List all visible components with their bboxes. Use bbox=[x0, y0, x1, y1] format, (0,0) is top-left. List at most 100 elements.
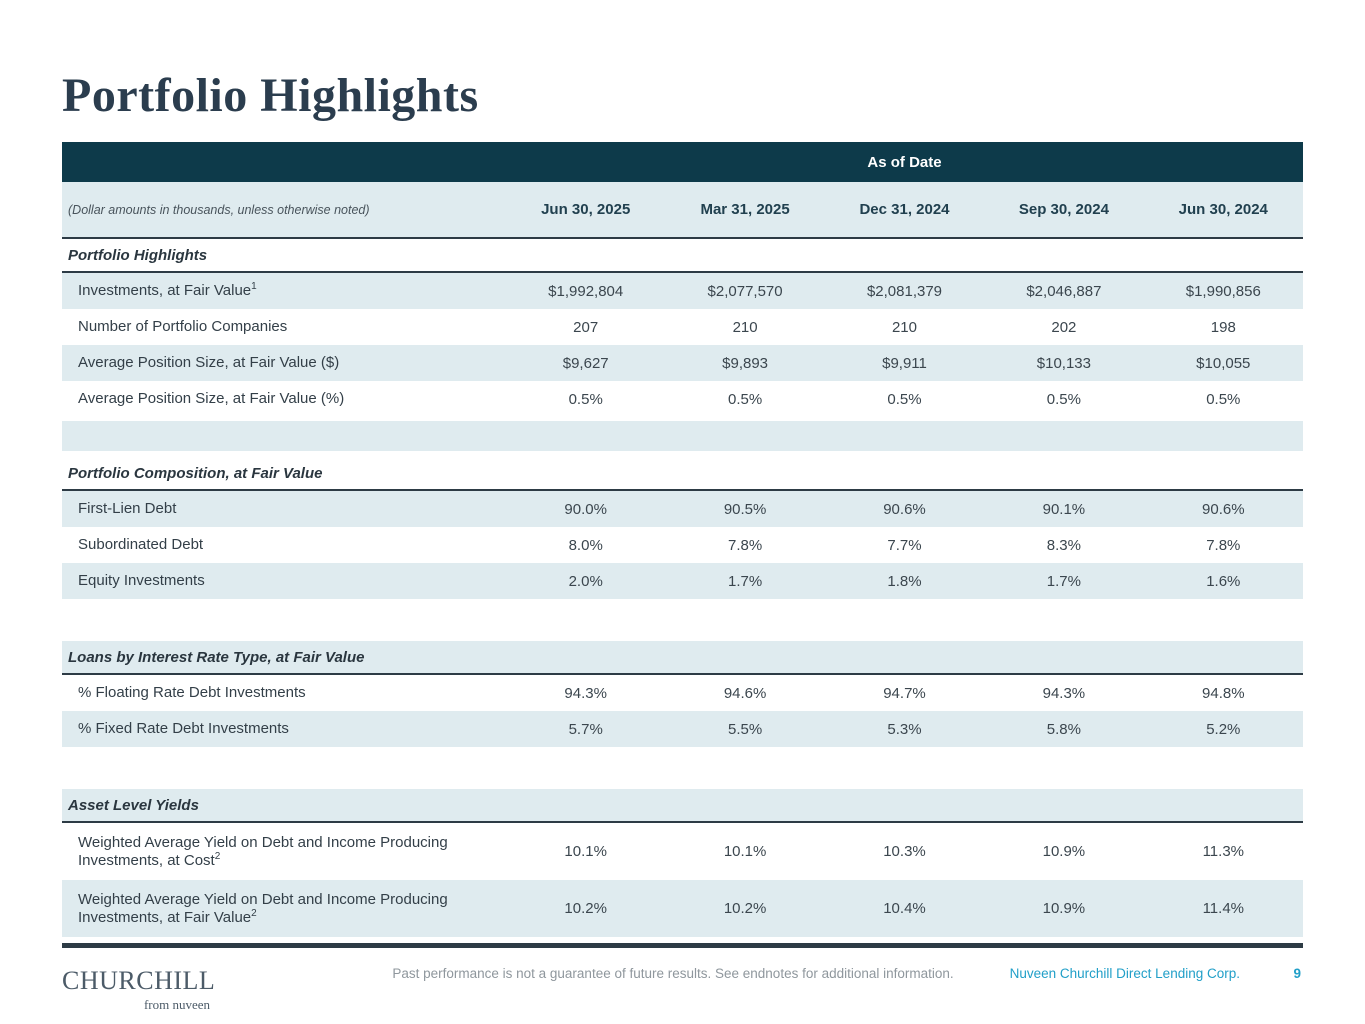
row-label: Average Position Size, at Fair Value ($) bbox=[78, 354, 340, 371]
cell-value: 11.3% bbox=[1202, 843, 1244, 860]
cell-value: 90.6% bbox=[1202, 500, 1245, 518]
section-gap bbox=[62, 747, 1303, 789]
cell-value: 7.8% bbox=[1206, 536, 1241, 554]
cell-value: 94.3% bbox=[1042, 684, 1086, 702]
cell-value: 8.3% bbox=[1046, 536, 1081, 554]
cell-value: 0.5% bbox=[1206, 390, 1241, 408]
table-row: Subordinated Debt 8.0% 7.8% 7.7% 8.3% 7.… bbox=[62, 527, 1303, 563]
spacer-row bbox=[62, 421, 1303, 451]
cell-value: 1.7% bbox=[1046, 572, 1081, 590]
cell-value: 10.9% bbox=[1042, 900, 1086, 917]
page-number: 9 bbox=[1293, 966, 1301, 981]
cell-value: 90.1% bbox=[1042, 500, 1086, 518]
table-row: % Floating Rate Debt Investments 94.3% 9… bbox=[62, 675, 1303, 711]
cell-value: 90.6% bbox=[883, 500, 926, 518]
cell-value: $9,627 bbox=[562, 354, 609, 372]
row-label: % Fixed Rate Debt Investments bbox=[78, 720, 289, 737]
table-banner: As of Date bbox=[62, 142, 1303, 182]
table-row: First-Lien Debt 90.0% 90.5% 90.6% 90.1% … bbox=[62, 491, 1303, 527]
cell-value: 10.2% bbox=[564, 900, 607, 917]
cell-value: $2,081,379 bbox=[866, 282, 943, 300]
cell-value: 90.0% bbox=[564, 500, 607, 518]
footnote-marker: 2 bbox=[214, 850, 221, 862]
cell-value: 5.7% bbox=[568, 720, 603, 738]
row-label: Investments, at Fair Value1 bbox=[78, 281, 257, 300]
cell-value: 7.7% bbox=[887, 536, 922, 554]
logo-wordmark: CHURCHILL bbox=[62, 966, 216, 995]
row-label: First-Lien Debt bbox=[78, 500, 177, 517]
column-header-row: (Dollar amounts in thousands, unless oth… bbox=[62, 182, 1303, 239]
disclaimer-text: Past performance is not a guarantee of f… bbox=[392, 966, 954, 981]
table-row: Weighted Average Yield on Debt and Incom… bbox=[62, 880, 1303, 937]
cell-value: 1.8% bbox=[887, 572, 922, 590]
section-header-portfolio-highlights: Portfolio Highlights bbox=[62, 239, 1303, 273]
cell-value: 10.2% bbox=[723, 900, 767, 917]
footnote-marker: 2 bbox=[251, 907, 257, 919]
cell-value: $10,055 bbox=[1196, 354, 1251, 372]
table-bottom-rule bbox=[62, 943, 1303, 948]
portfolio-table: As of Date (Dollar amounts in thousands,… bbox=[62, 142, 1303, 948]
footer: CHURCHILL from nuveen Past performance i… bbox=[0, 958, 1365, 1024]
table-row: Average Position Size, at Fair Value (%)… bbox=[62, 381, 1303, 417]
section-label: Asset Level Yields bbox=[68, 796, 199, 814]
cell-value: 1.6% bbox=[1206, 572, 1241, 590]
row-label: Number of Portfolio Companies bbox=[78, 318, 288, 335]
cell-value: 0.5% bbox=[568, 390, 603, 408]
column-header: Dec 31, 2024 bbox=[859, 201, 950, 218]
cell-value: 11.4% bbox=[1202, 900, 1244, 917]
cell-value: 207 bbox=[573, 318, 599, 336]
cell-value: $9,911 bbox=[882, 354, 927, 372]
cell-value: 94.6% bbox=[723, 684, 767, 702]
logo-tagline: from nuveen bbox=[143, 997, 210, 1012]
table-row: Weighted Average Yield on Debt and Incom… bbox=[62, 823, 1303, 880]
row-label: Weighted Average Yield on Debt and Incom… bbox=[78, 890, 448, 926]
cell-value: 0.5% bbox=[887, 390, 922, 408]
cell-value: 10.4% bbox=[883, 900, 926, 917]
churchill-logo: CHURCHILL from nuveen bbox=[62, 966, 216, 1013]
section-label: Portfolio Highlights bbox=[68, 246, 208, 264]
cell-value: 210 bbox=[732, 318, 758, 336]
cell-value: $2,046,887 bbox=[1026, 282, 1102, 300]
cell-value: $1,992,804 bbox=[548, 282, 624, 300]
company-name: Nuveen Churchill Direct Lending Corp. bbox=[1009, 966, 1240, 981]
row-label: % Floating Rate Debt Investments bbox=[78, 684, 306, 701]
cell-value: $1,990,856 bbox=[1185, 282, 1261, 300]
cell-value: 10.1% bbox=[723, 843, 767, 860]
cell-value: 202 bbox=[1051, 318, 1077, 336]
section-label: Loans by Interest Rate Type, at Fair Val… bbox=[68, 648, 365, 666]
table-note: (Dollar amounts in thousands, unless oth… bbox=[68, 202, 370, 217]
column-header: Jun 30, 2025 bbox=[541, 201, 631, 218]
column-header: Jun 30, 2024 bbox=[1178, 201, 1268, 218]
cell-value: 1.7% bbox=[727, 572, 763, 590]
section-header-loans-by-rate-type: Loans by Interest Rate Type, at Fair Val… bbox=[62, 641, 1303, 675]
table-row: Number of Portfolio Companies 207 210 21… bbox=[62, 309, 1303, 345]
cell-value: $2,077,570 bbox=[707, 282, 783, 300]
row-label: Equity Investments bbox=[78, 572, 205, 589]
cell-value: 198 bbox=[1210, 318, 1236, 336]
column-header: Sep 30, 2024 bbox=[1018, 201, 1109, 218]
cell-value: 5.5% bbox=[727, 720, 763, 738]
cell-value: 7.8% bbox=[727, 536, 763, 554]
section-label: Portfolio Composition, at Fair Value bbox=[68, 464, 323, 482]
cell-value: $9,893 bbox=[722, 354, 769, 372]
cell-value: 5.2% bbox=[1206, 720, 1241, 738]
section-header-asset-level-yields: Asset Level Yields bbox=[62, 789, 1303, 823]
cell-value: 2.0% bbox=[568, 572, 603, 590]
section-header-portfolio-composition: Portfolio Composition, at Fair Value bbox=[62, 457, 1303, 491]
cell-value: 94.7% bbox=[883, 684, 926, 702]
cell-value: 10.9% bbox=[1042, 843, 1086, 860]
cell-value: 5.3% bbox=[887, 720, 922, 738]
table-row: Investments, at Fair Value1 $1,992,804 $… bbox=[62, 273, 1303, 309]
cell-value: 0.5% bbox=[1046, 390, 1081, 408]
cell-value: 0.5% bbox=[727, 390, 763, 408]
table-row: Average Position Size, at Fair Value ($)… bbox=[62, 345, 1303, 381]
row-label: Average Position Size, at Fair Value (%) bbox=[78, 390, 345, 407]
cell-value: 8.0% bbox=[568, 536, 603, 554]
cell-value: 90.5% bbox=[723, 500, 767, 518]
footnote-marker: 1 bbox=[251, 281, 257, 292]
banner-label: As of Date bbox=[867, 153, 942, 171]
page-title: Portfolio Highlights bbox=[62, 69, 479, 122]
cell-value: 5.8% bbox=[1046, 720, 1081, 738]
table-row: Equity Investments 2.0% 1.7% 1.8% 1.7% 1… bbox=[62, 563, 1303, 599]
cell-value: 10.3% bbox=[883, 843, 926, 860]
